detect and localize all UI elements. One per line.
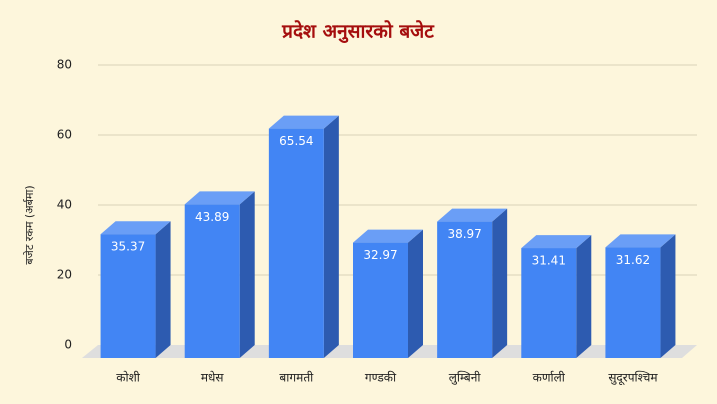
y-tick-label: 0: [64, 338, 72, 352]
bar: [268, 128, 324, 358]
x-tick-label: बागमती: [279, 371, 314, 385]
x-tick-label: लुम्बिनी: [449, 371, 482, 386]
y-tick-label: 40: [57, 198, 72, 212]
x-tick-label: गण्डकी: [365, 371, 397, 385]
value-label: 31.41: [532, 254, 566, 268]
value-label: 43.89: [195, 210, 229, 224]
bar-top: [605, 234, 676, 248]
x-tick-label: कर्णाली: [533, 371, 566, 385]
y-axis-label: बजेट रकम (अर्बमा): [23, 185, 36, 264]
bar-side: [492, 208, 508, 358]
bar-top: [268, 115, 339, 129]
y-tick-label: 80: [57, 58, 72, 72]
chart-title: प्रदेश अनुसारको बजेट: [281, 20, 435, 44]
bar-top: [353, 229, 423, 243]
bar: [184, 204, 240, 358]
x-tick-label: कोशी: [116, 371, 140, 385]
bar-top: [437, 208, 508, 222]
bar-top: [521, 235, 592, 249]
bar-side: [576, 235, 592, 358]
bar: [437, 221, 493, 358]
bar-side: [155, 221, 171, 358]
bar: [521, 248, 577, 358]
value-label: 38.97: [447, 227, 481, 241]
bar-side: [660, 234, 676, 358]
value-label: 32.97: [363, 248, 397, 262]
bar-top: [184, 191, 255, 205]
value-label: 65.54: [279, 134, 313, 148]
y-tick-label: 20: [57, 268, 72, 282]
value-label: 31.62: [616, 253, 650, 267]
bar-side: [323, 115, 339, 358]
bar-top: [100, 221, 171, 235]
x-tick-label: मधेस: [201, 371, 225, 385]
bar: [353, 242, 408, 358]
value-label: 35.37: [111, 240, 145, 254]
bar-side: [239, 191, 255, 358]
bar: [100, 234, 156, 358]
x-tick-label: सुदूरपश्चिम: [608, 371, 658, 386]
y-tick-label: 60: [57, 128, 72, 142]
bar-side: [408, 229, 423, 358]
bar: [605, 247, 661, 358]
